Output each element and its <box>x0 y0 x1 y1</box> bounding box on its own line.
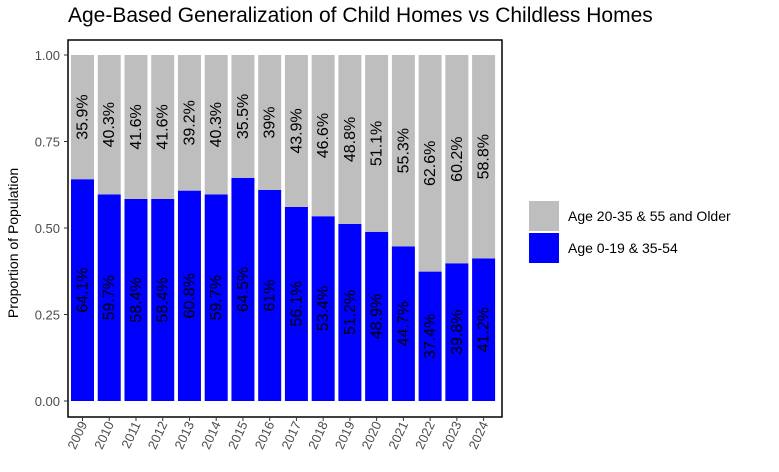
data-label-age-0-19-35-54: 39.8% <box>449 309 466 354</box>
bar-age-0-19-35-54 <box>177 190 201 401</box>
data-label-age-20-35-55-older: 41.6% <box>155 104 172 149</box>
bar-age-20-35-55-older <box>204 55 228 195</box>
bar-age-0-19-35-54 <box>338 223 362 401</box>
legend-label-child: Age 0-19 & 35-54 <box>568 240 678 256</box>
data-label-age-0-19-35-54: 59.7% <box>208 275 225 320</box>
bar-age-0-19-35-54 <box>124 198 148 401</box>
data-label-age-0-19-35-54: 60.8% <box>181 273 198 318</box>
chart-title: Age-Based Generalization of Child Homes … <box>68 4 653 27</box>
bar-age-20-35-55-older <box>472 55 496 259</box>
y-tick-label: 1.00 <box>35 48 60 63</box>
x-tick-label: 2020 <box>359 419 385 452</box>
bar-age-0-19-35-54 <box>151 198 175 401</box>
bar-age-0-19-35-54 <box>311 216 335 401</box>
x-tick-label: 2018 <box>305 419 331 452</box>
data-label-age-20-35-55-older: 48.8% <box>342 117 359 162</box>
x-tick-label: 2015 <box>225 419 251 452</box>
bar-age-0-19-35-54 <box>97 194 121 401</box>
data-label-age-20-35-55-older: 40.3% <box>101 102 118 147</box>
data-label-age-0-19-35-54: 56.1% <box>288 281 305 326</box>
legend: Age 20-35 & 55 and Older Age 0-19 & 35-5… <box>529 200 731 264</box>
bar-age-20-35-55-older <box>97 55 121 195</box>
bar-age-20-35-55-older <box>391 55 415 247</box>
data-label-age-0-19-35-54: 59.7% <box>101 275 118 320</box>
x-tick-label: 2023 <box>439 419 465 452</box>
legend-item-child: Age 0-19 & 35-54 <box>529 232 731 264</box>
bar-age-0-19-35-54 <box>204 194 228 401</box>
bar-age-0-19-35-54 <box>365 231 389 401</box>
x-tick-label: 2022 <box>412 419 438 452</box>
data-label-age-20-35-55-older: 51.1% <box>369 121 386 166</box>
data-label-age-20-35-55-older: 60.2% <box>449 136 466 181</box>
x-tick-label: 2017 <box>278 419 304 452</box>
data-label-age-0-19-35-54: 48.9% <box>369 294 386 339</box>
y-tick-label: 0.00 <box>35 394 60 409</box>
data-label-age-20-35-55-older: 39% <box>262 106 279 138</box>
data-label-age-0-19-35-54: 44.7% <box>395 301 412 346</box>
bar-age-20-35-55-older <box>151 55 175 199</box>
legend-item-older: Age 20-35 & 55 and Older <box>529 200 731 232</box>
x-tick-label: 2010 <box>91 419 117 452</box>
bar-age-20-35-55-older <box>258 55 282 190</box>
bar-age-20-35-55-older <box>284 55 308 207</box>
bar-age-20-35-55-older <box>71 55 94 180</box>
legend-swatch-child <box>529 233 559 263</box>
bar-age-0-19-35-54 <box>71 179 94 401</box>
x-tick-label: 2019 <box>332 419 358 452</box>
data-label-age-20-35-55-older: 55.3% <box>395 128 412 173</box>
data-label-age-0-19-35-54: 41.2% <box>476 307 493 352</box>
x-tick-label: 2024 <box>466 419 492 452</box>
y-tick-label: 0.50 <box>35 221 60 236</box>
bar-age-0-19-35-54 <box>231 177 255 401</box>
data-label-age-20-35-55-older: 46.6% <box>315 113 332 158</box>
data-label-age-0-19-35-54: 53.4% <box>315 286 332 331</box>
bar-age-20-35-55-older <box>311 55 335 217</box>
data-label-age-0-19-35-54: 64.5% <box>235 267 252 312</box>
y-tick-label: 0.75 <box>35 135 60 150</box>
data-label-age-0-19-35-54: 64.1% <box>75 267 92 312</box>
data-label-age-20-35-55-older: 43.9% <box>288 108 305 153</box>
x-tick-label: 2013 <box>171 419 197 452</box>
bar-age-20-35-55-older <box>418 55 442 272</box>
legend-label-older: Age 20-35 & 55 and Older <box>568 208 731 224</box>
bar-age-0-19-35-54 <box>391 246 415 401</box>
x-tick-label: 2021 <box>385 419 411 452</box>
x-tick-label: 2011 <box>118 419 143 451</box>
y-axis-label: Proportion of Population <box>5 168 21 318</box>
x-tick-label: 2014 <box>198 419 224 452</box>
bar-age-0-19-35-54 <box>418 271 442 401</box>
data-label-age-20-35-55-older: 40.3% <box>208 102 225 147</box>
data-label-age-0-19-35-54: 58.4% <box>155 277 172 322</box>
y-tick-label: 0.25 <box>35 308 60 323</box>
data-label-age-20-35-55-older: 35.9% <box>75 94 92 139</box>
bar-age-0-19-35-54 <box>284 206 308 401</box>
bar-age-20-35-55-older <box>177 55 201 191</box>
data-label-age-0-19-35-54: 37.4% <box>422 314 439 359</box>
x-tick-label: 2012 <box>145 419 171 452</box>
data-label-age-20-35-55-older: 62.6% <box>422 141 439 186</box>
data-label-age-20-35-55-older: 41.6% <box>128 104 145 149</box>
data-label-age-0-19-35-54: 61% <box>262 279 279 311</box>
data-label-age-20-35-55-older: 39.2% <box>181 100 198 145</box>
bar-age-20-35-55-older <box>365 55 389 232</box>
data-label-age-20-35-55-older: 58.8% <box>476 134 493 179</box>
data-label-age-0-19-35-54: 51.2% <box>342 290 359 335</box>
bar-age-0-19-35-54 <box>258 189 282 401</box>
bar-age-0-19-35-54 <box>445 263 469 401</box>
bar-age-20-35-55-older <box>124 55 148 199</box>
bar-age-0-19-35-54 <box>472 258 496 401</box>
data-label-age-20-35-55-older: 35.5% <box>235 94 252 139</box>
x-tick-label: 2016 <box>252 419 278 452</box>
bar-age-20-35-55-older <box>231 55 255 178</box>
x-tick-label: 2009 <box>64 419 90 452</box>
data-label-age-0-19-35-54: 58.4% <box>128 277 145 322</box>
bar-age-20-35-55-older <box>338 55 362 224</box>
legend-swatch-older <box>529 201 559 231</box>
bar-age-20-35-55-older <box>445 55 469 264</box>
